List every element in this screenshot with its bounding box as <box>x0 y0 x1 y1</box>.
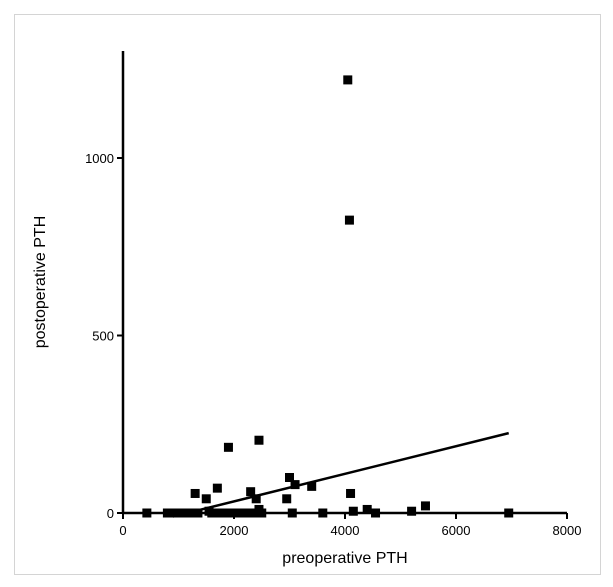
data-point <box>179 508 189 518</box>
data-point <box>362 504 372 514</box>
data-point <box>254 435 264 445</box>
data-point <box>162 508 172 518</box>
data-point <box>193 508 203 518</box>
data-point <box>142 508 152 518</box>
data-point <box>290 480 300 490</box>
data-point <box>168 508 178 518</box>
data-point <box>407 506 417 516</box>
data-point <box>346 488 356 498</box>
y-axis-title: postoperative PTH <box>32 216 49 349</box>
x-tick-label: 2000 <box>220 523 249 538</box>
chart-frame: 0 2000 4000 6000 8000 0 500 1000 preoperative P… <box>14 14 601 575</box>
data-point <box>318 508 328 518</box>
data-point <box>190 488 200 498</box>
data-point <box>251 494 261 504</box>
fit-line <box>172 431 510 518</box>
fit-line-group <box>172 431 510 518</box>
x-tick-label: 8000 <box>553 523 582 538</box>
data-point <box>348 506 358 516</box>
data-point <box>504 508 514 518</box>
data-point <box>207 508 217 518</box>
data-point <box>287 508 297 518</box>
data-points <box>142 75 514 518</box>
y-tick-label: 500 <box>92 329 114 344</box>
data-point <box>235 508 245 518</box>
data-point <box>201 494 211 504</box>
y-tick-label: 0 <box>107 506 114 521</box>
data-point <box>307 481 317 491</box>
ticks: 0 2000 4000 6000 8000 0 500 1000 <box>85 151 581 538</box>
data-point <box>229 508 239 518</box>
axes <box>121 51 567 515</box>
data-point <box>248 508 258 518</box>
data-point <box>282 494 292 504</box>
data-point <box>285 473 294 482</box>
x-tick-label: 6000 <box>442 523 471 538</box>
data-point <box>212 483 222 493</box>
data-point <box>218 508 228 518</box>
data-point <box>344 215 354 225</box>
data-point <box>371 508 381 518</box>
data-point <box>223 442 233 452</box>
data-point <box>420 501 430 511</box>
data-point <box>185 508 195 518</box>
x-axis-title: preoperative PTH <box>282 550 407 567</box>
data-point <box>343 75 353 85</box>
x-tick-label: 4000 <box>331 523 360 538</box>
scatter-chart: 0 2000 4000 6000 8000 0 500 1000 preoperative P… <box>32 51 581 567</box>
data-point <box>257 508 267 518</box>
data-point <box>240 508 250 518</box>
y-tick-label: 1000 <box>85 151 114 166</box>
x-tick-label: 0 <box>119 523 126 538</box>
data-point <box>246 487 256 497</box>
